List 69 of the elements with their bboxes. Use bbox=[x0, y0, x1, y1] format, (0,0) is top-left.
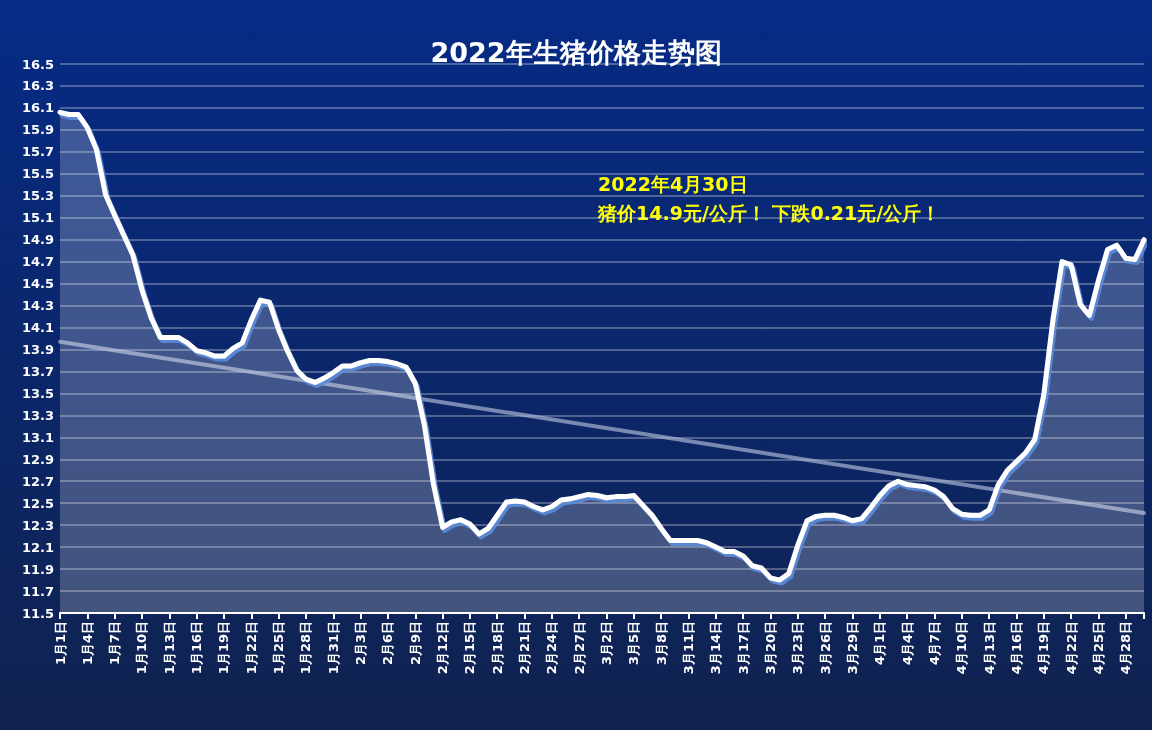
y-tick-label: 11.9 bbox=[21, 561, 54, 577]
x-tick-label: 1月31日 bbox=[325, 621, 341, 675]
annotation: 猪价14.9元/公斤！ 下跌0.21元/公斤！ bbox=[597, 201, 941, 224]
y-tick-label: 13.7 bbox=[21, 363, 54, 379]
x-tick-label: 1月28日 bbox=[298, 621, 314, 675]
x-tick-label: 3月26日 bbox=[817, 621, 833, 675]
x-tick-label: 2月9日 bbox=[407, 621, 423, 666]
x-tick-label: 4月16日 bbox=[1008, 621, 1024, 675]
y-tick-label: 14.7 bbox=[21, 254, 54, 270]
x-tick-label: 2月21日 bbox=[517, 621, 533, 675]
y-tick-label: 16.3 bbox=[21, 78, 54, 94]
x-tick-label: 3月11日 bbox=[681, 621, 697, 675]
x-tick-label: 2月12日 bbox=[435, 621, 451, 675]
x-tick-label: 3月23日 bbox=[790, 621, 806, 675]
y-tick-label: 14.5 bbox=[21, 276, 54, 292]
x-tick-label: 2月24日 bbox=[544, 621, 560, 675]
x-tick-label: 4月22日 bbox=[1063, 621, 1079, 675]
y-tick-label: 15.3 bbox=[21, 188, 54, 204]
x-tick-label: 3月2日 bbox=[599, 621, 615, 666]
y-tick-label: 15.9 bbox=[21, 122, 54, 138]
annotation: 2022年4月30日 bbox=[598, 172, 748, 195]
y-tick-label: 12.1 bbox=[21, 539, 54, 555]
x-tick-label: 4月1日 bbox=[872, 621, 888, 666]
x-tick-label: 1月4日 bbox=[79, 621, 95, 666]
x-tick-label: 4月28日 bbox=[1118, 621, 1134, 675]
x-tick-label: 3月14日 bbox=[708, 621, 724, 675]
y-tick-label: 13.3 bbox=[21, 407, 54, 423]
y-tick-label: 12.7 bbox=[21, 473, 54, 489]
x-tick-label: 1月7日 bbox=[107, 621, 123, 666]
x-tick-label: 1月1日 bbox=[52, 621, 68, 666]
x-tick-label: 1月25日 bbox=[271, 621, 287, 675]
chart-title: 2022年生猪价格走势图 bbox=[430, 37, 722, 68]
y-tick-label: 12.5 bbox=[21, 495, 54, 511]
y-tick-label: 13.9 bbox=[21, 341, 54, 357]
x-tick-label: 3月8日 bbox=[653, 621, 669, 666]
x-tick-label: 1月16日 bbox=[189, 621, 205, 675]
x-tick-label: 4月10日 bbox=[954, 621, 970, 675]
y-tick-label: 14.1 bbox=[21, 320, 54, 336]
x-tick-label: 3月29日 bbox=[845, 621, 860, 675]
y-tick-label: 14.9 bbox=[21, 232, 54, 248]
x-tick-label: 4月13日 bbox=[981, 621, 997, 675]
x-tick-label: 3月17日 bbox=[735, 621, 751, 675]
x-tick-label: 2月3日 bbox=[353, 621, 369, 666]
x-tick-label: 2月6日 bbox=[380, 621, 396, 666]
x-tick-label: 4月7日 bbox=[926, 621, 942, 666]
x-tick-label: 3月5日 bbox=[626, 621, 642, 666]
y-tick-label: 15.5 bbox=[21, 166, 54, 182]
x-tick-label: 3月20日 bbox=[763, 621, 779, 675]
x-tick-label: 1月13日 bbox=[161, 621, 177, 675]
y-tick-label: 14.3 bbox=[21, 298, 54, 314]
y-tick-label: 16.5 bbox=[21, 56, 54, 72]
x-tick-label: 2月15日 bbox=[462, 621, 478, 675]
x-tick-label: 1月19日 bbox=[216, 621, 232, 675]
y-tick-label: 13.1 bbox=[21, 429, 54, 445]
y-tick-label: 11.5 bbox=[21, 605, 54, 621]
x-tick-label: 2月27日 bbox=[571, 621, 587, 675]
x-tick-label: 4月4日 bbox=[899, 621, 915, 666]
x-tick-label: 1月10日 bbox=[134, 621, 150, 675]
x-tick-label: 2月18日 bbox=[489, 621, 505, 675]
y-tick-label: 12.9 bbox=[21, 451, 54, 467]
x-tick-label: 1月22日 bbox=[243, 621, 259, 675]
y-tick-label: 12.3 bbox=[21, 517, 54, 533]
y-tick-label: 15.1 bbox=[21, 210, 54, 226]
x-tick-label: 4月25日 bbox=[1090, 621, 1106, 675]
y-tick-label: 13.5 bbox=[21, 385, 54, 401]
y-tick-label: 11.7 bbox=[21, 583, 54, 599]
x-tick-label: 4月19日 bbox=[1036, 621, 1052, 675]
y-tick-label: 15.7 bbox=[21, 144, 54, 160]
y-tick-label: 16.1 bbox=[21, 100, 54, 116]
